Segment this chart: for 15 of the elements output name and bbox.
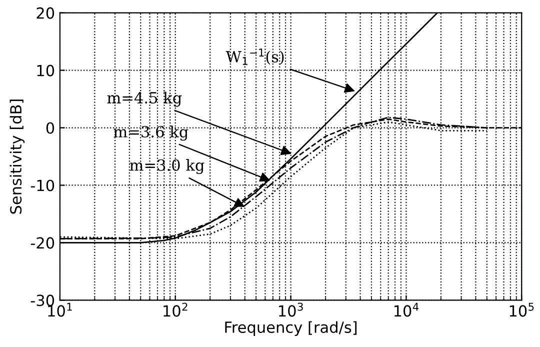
- annotation: m=4.5 kg: [107, 92, 182, 107]
- x-tick-label: 10$^{2}$: [164, 302, 188, 317]
- x-tick-label: 10$^{5}$: [510, 302, 534, 317]
- y-tick-label: -20: [30, 237, 54, 249]
- y-axis-title: Sensitivity [dB]: [10, 100, 25, 214]
- x-tick-label: 10$^{3}$: [279, 302, 303, 317]
- annotation: m=3.6 kg: [114, 126, 188, 141]
- y-tick-label: 10: [37, 64, 54, 76]
- annotation: m=3.0 kg: [130, 159, 204, 174]
- x-tick-label: 10$^{4}$: [394, 302, 419, 317]
- y-tick-label: 0: [46, 122, 54, 134]
- y-tick-label: -30: [30, 294, 54, 306]
- x-axis-title: Frequency [rad/s]: [225, 321, 357, 336]
- y-tick-label: 20: [36, 7, 54, 19]
- y-tick-label: -10: [30, 180, 54, 192]
